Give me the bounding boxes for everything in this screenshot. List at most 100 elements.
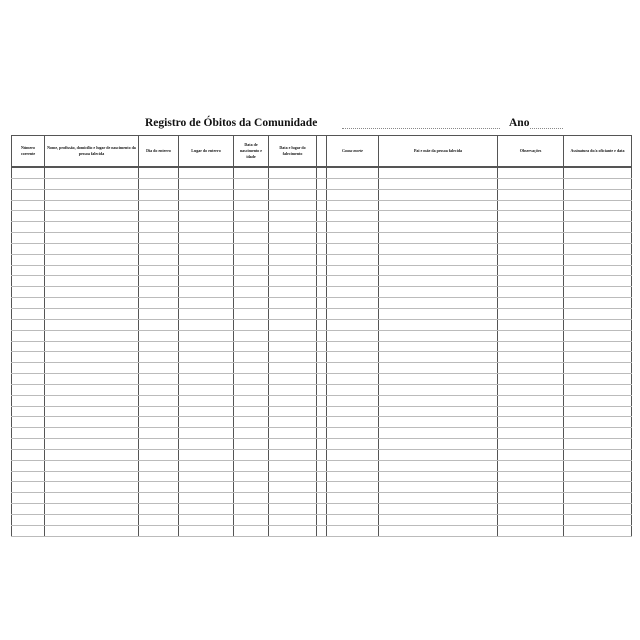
table-cell[interactable] bbox=[138, 167, 179, 179]
table-cell[interactable] bbox=[378, 438, 498, 450]
table-cell[interactable] bbox=[11, 330, 45, 342]
table-cell[interactable] bbox=[233, 525, 269, 537]
table-cell[interactable] bbox=[497, 210, 564, 223]
table-cell[interactable] bbox=[233, 492, 269, 505]
table-cell[interactable] bbox=[44, 319, 139, 331]
table-cell[interactable] bbox=[178, 341, 234, 353]
table-cell[interactable] bbox=[233, 308, 269, 320]
table-cell[interactable] bbox=[44, 200, 139, 212]
table-cell[interactable] bbox=[138, 406, 179, 418]
table-cell[interactable] bbox=[268, 525, 317, 537]
table-cell[interactable] bbox=[563, 232, 632, 244]
table-cell[interactable] bbox=[316, 221, 327, 234]
table-cell[interactable] bbox=[326, 308, 379, 320]
table-cell[interactable] bbox=[178, 167, 234, 179]
table-cell[interactable] bbox=[378, 427, 498, 440]
table-cell[interactable] bbox=[316, 503, 327, 515]
table-cell[interactable] bbox=[233, 427, 269, 440]
table-cell[interactable] bbox=[11, 265, 45, 277]
table-cell[interactable] bbox=[233, 232, 269, 244]
table-cell[interactable] bbox=[378, 275, 498, 288]
table-cell[interactable] bbox=[316, 265, 327, 277]
table-cell[interactable] bbox=[233, 406, 269, 418]
table-cell[interactable] bbox=[11, 395, 45, 407]
table-cell[interactable] bbox=[138, 200, 179, 212]
table-cell[interactable] bbox=[268, 200, 317, 212]
table-cell[interactable] bbox=[326, 210, 379, 223]
table-cell[interactable] bbox=[497, 416, 564, 429]
table-cell[interactable] bbox=[563, 427, 632, 440]
table-cell[interactable] bbox=[316, 427, 327, 440]
table-cell[interactable] bbox=[497, 449, 564, 461]
table-cell[interactable] bbox=[316, 514, 327, 526]
table-cell[interactable] bbox=[316, 178, 327, 190]
table-cell[interactable] bbox=[44, 275, 139, 288]
table-cell[interactable] bbox=[138, 362, 179, 375]
table-cell[interactable] bbox=[497, 254, 564, 266]
table-cell[interactable] bbox=[44, 481, 139, 494]
table-cell[interactable] bbox=[138, 275, 179, 288]
table-cell[interactable] bbox=[563, 525, 632, 537]
table-cell[interactable] bbox=[138, 330, 179, 342]
table-cell[interactable] bbox=[316, 297, 327, 309]
table-cell[interactable] bbox=[233, 189, 269, 201]
table-cell[interactable] bbox=[138, 297, 179, 309]
table-cell[interactable] bbox=[563, 460, 632, 472]
table-cell[interactable] bbox=[563, 210, 632, 223]
table-cell[interactable] bbox=[178, 384, 234, 396]
table-cell[interactable] bbox=[497, 221, 564, 234]
table-cell[interactable] bbox=[497, 297, 564, 309]
table-cell[interactable] bbox=[563, 275, 632, 288]
table-cell[interactable] bbox=[178, 221, 234, 234]
table-cell[interactable] bbox=[497, 286, 564, 299]
table-cell[interactable] bbox=[11, 275, 45, 288]
table-cell[interactable] bbox=[497, 362, 564, 375]
table-cell[interactable] bbox=[563, 438, 632, 450]
table-cell[interactable] bbox=[44, 232, 139, 244]
table-cell[interactable] bbox=[138, 308, 179, 320]
table-cell[interactable] bbox=[138, 503, 179, 515]
table-cell[interactable] bbox=[44, 416, 139, 429]
table-cell[interactable] bbox=[563, 254, 632, 266]
table-cell[interactable] bbox=[326, 503, 379, 515]
table-cell[interactable] bbox=[11, 351, 45, 364]
table-cell[interactable] bbox=[497, 471, 564, 483]
table-cell[interactable] bbox=[178, 427, 234, 440]
table-cell[interactable] bbox=[11, 319, 45, 331]
table-cell[interactable] bbox=[11, 286, 45, 299]
table-cell[interactable] bbox=[378, 308, 498, 320]
table-cell[interactable] bbox=[326, 319, 379, 331]
table-cell[interactable] bbox=[316, 373, 327, 385]
table-cell[interactable] bbox=[378, 232, 498, 244]
table-cell[interactable] bbox=[11, 460, 45, 472]
table-cell[interactable] bbox=[44, 449, 139, 461]
table-cell[interactable] bbox=[378, 265, 498, 277]
table-cell[interactable] bbox=[178, 351, 234, 364]
table-cell[interactable] bbox=[233, 210, 269, 223]
table-cell[interactable] bbox=[44, 167, 139, 179]
table-cell[interactable] bbox=[138, 341, 179, 353]
table-cell[interactable] bbox=[268, 254, 317, 266]
table-cell[interactable] bbox=[326, 438, 379, 450]
table-cell[interactable] bbox=[268, 189, 317, 201]
table-cell[interactable] bbox=[326, 471, 379, 483]
table-cell[interactable] bbox=[11, 232, 45, 244]
table-cell[interactable] bbox=[178, 330, 234, 342]
table-cell[interactable] bbox=[44, 395, 139, 407]
table-cell[interactable] bbox=[44, 341, 139, 353]
table-cell[interactable] bbox=[316, 416, 327, 429]
table-cell[interactable] bbox=[233, 373, 269, 385]
table-cell[interactable] bbox=[378, 200, 498, 212]
table-cell[interactable] bbox=[316, 254, 327, 266]
table-cell[interactable] bbox=[497, 243, 564, 255]
table-cell[interactable] bbox=[44, 406, 139, 418]
table-cell[interactable] bbox=[316, 471, 327, 483]
table-cell[interactable] bbox=[11, 178, 45, 190]
table-cell[interactable] bbox=[378, 481, 498, 494]
table-cell[interactable] bbox=[316, 481, 327, 494]
table-cell[interactable] bbox=[563, 362, 632, 375]
table-cell[interactable] bbox=[316, 330, 327, 342]
table-cell[interactable] bbox=[378, 254, 498, 266]
table-cell[interactable] bbox=[138, 243, 179, 255]
table-cell[interactable] bbox=[233, 384, 269, 396]
